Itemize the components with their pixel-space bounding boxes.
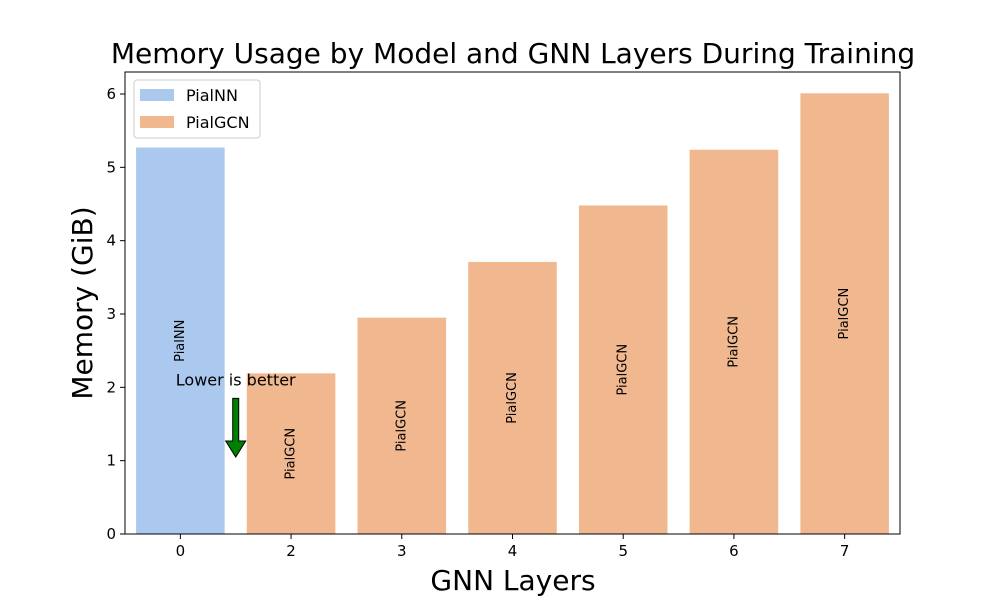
- bar-label-7: PialGCN: [837, 288, 852, 340]
- x-axis: 0 2 3 4 5 6 7: [176, 534, 850, 560]
- y-tick-label: 0: [106, 525, 116, 543]
- bar-label-5: PialGCN: [616, 344, 631, 396]
- bars-layer: [136, 93, 889, 535]
- bar-label-6: PialGCN: [726, 316, 741, 368]
- bar-label-2: PialGCN: [284, 428, 299, 480]
- bar-pialgcn-4: [468, 261, 557, 534]
- legend-label-pialnn: PialNN: [186, 86, 238, 105]
- x-tick-label: 7: [840, 542, 850, 560]
- bar-label-0: PialNN: [173, 320, 188, 362]
- bar-pialgcn-7: [800, 93, 889, 535]
- y-axis-title: Memory (GiB): [66, 206, 99, 399]
- x-tick-label: 2: [286, 542, 296, 560]
- down-arrow-icon: [224, 397, 247, 458]
- y-tick-label: 5: [106, 158, 116, 176]
- y-axis: 0 1 2 3 4 5 6: [106, 85, 125, 543]
- bar-label-4: PialGCN: [505, 372, 520, 424]
- bar-label-3: PialGCN: [394, 400, 409, 452]
- x-tick-label: 4: [508, 542, 518, 560]
- y-tick-label: 2: [106, 378, 116, 396]
- legend-label-pialgcn: PialGCN: [186, 113, 250, 132]
- bar-pialgcn-3: [357, 317, 447, 534]
- legend-swatch-pialnn: [140, 89, 174, 101]
- x-tick-label: 6: [729, 542, 739, 560]
- chart-title: Memory Usage by Model and GNN Layers Dur…: [111, 37, 915, 70]
- bar-pialnn-0: [136, 147, 225, 535]
- annotation-text: Lower is better: [176, 370, 296, 389]
- legend-swatch-pialgcn: [140, 116, 174, 128]
- y-tick-label: 1: [106, 452, 116, 470]
- x-axis-title: GNN Layers: [430, 564, 595, 597]
- y-tick-label: 6: [106, 85, 116, 103]
- y-tick-label: 4: [106, 232, 116, 250]
- x-tick-label: 0: [176, 542, 186, 560]
- annotation: Lower is better: [176, 370, 296, 458]
- bar-labels-layer: PialNN PialGCN PialGCN PialGCN PialGCN PialGC…: [173, 288, 852, 480]
- bar-pialgcn-5: [578, 205, 668, 534]
- legend: PialNN PialGCN: [133, 79, 261, 139]
- x-tick-label: 3: [397, 542, 407, 560]
- bar-pialgcn-2: [246, 373, 336, 534]
- y-tick-label: 3: [106, 305, 116, 323]
- x-tick-label: 5: [618, 542, 628, 560]
- bar-pialgcn-6: [689, 149, 779, 534]
